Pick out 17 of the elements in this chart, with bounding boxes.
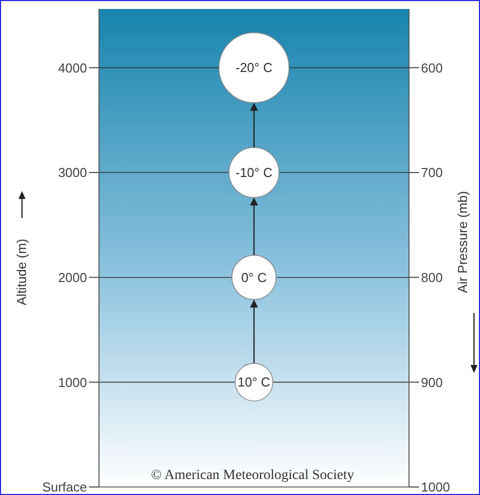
y-tick-label: 1000 — [58, 374, 87, 390]
y-tick-label: Surface — [42, 480, 87, 495]
y-tick-label: 4000 — [58, 60, 87, 76]
annotation: -20° C — [236, 60, 272, 76]
y2-tick-label: 800 — [421, 270, 443, 285]
y-tick-label: 3000 — [58, 165, 87, 180]
y2-tick-label: 600 — [421, 60, 443, 76]
annotation: © American Meteorological Society — [151, 468, 354, 484]
y2-tick-label: 700 — [421, 165, 443, 180]
annotation: -10° C — [236, 165, 272, 180]
y2-tick-label: 900 — [421, 374, 443, 390]
y2-tick-label: 1000 — [421, 480, 450, 495]
annotation: 10° C — [238, 374, 270, 390]
y-tick-label: 2000 — [58, 270, 87, 285]
y2-axis-title: Air Pressure (mb) — [454, 190, 471, 295]
annotation: 0° C — [241, 270, 267, 285]
y-axis-title: Altitude (m) — [13, 238, 30, 308]
